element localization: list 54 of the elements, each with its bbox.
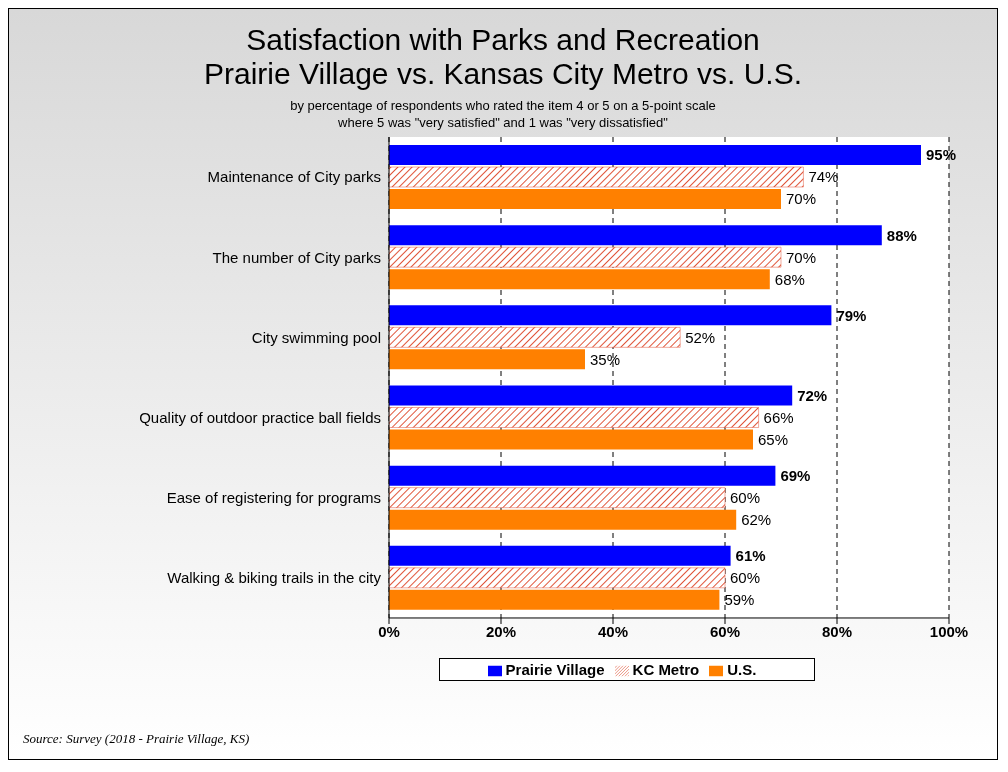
data-label: 61% <box>735 547 766 565</box>
data-label: 59% <box>724 591 755 609</box>
data-label: 62% <box>741 510 772 528</box>
data-label: 35% <box>590 350 621 368</box>
bar <box>389 349 585 370</box>
data-label: 65% <box>758 430 789 448</box>
bar <box>389 327 681 348</box>
bar <box>389 567 726 589</box>
x-tick-label: 60% <box>709 622 741 640</box>
y-tick-label: City swimming pool <box>251 328 381 346</box>
bar <box>389 407 759 428</box>
legend-label: Prairie Village <box>505 660 605 678</box>
source-note: Source: Survey (2018 - Prairie Village, KS) <box>23 731 250 747</box>
data-label: 52% <box>685 328 716 346</box>
bar <box>389 269 770 290</box>
y-tick-label: The number of City parks <box>212 248 381 266</box>
bar <box>389 166 804 188</box>
bar <box>389 487 726 508</box>
x-tick-label: 20% <box>485 622 517 640</box>
x-tick-label: 0% <box>378 622 400 640</box>
bar <box>389 465 776 486</box>
bar <box>389 385 793 406</box>
data-label: 72% <box>797 386 828 404</box>
legend-label: U.S. <box>727 660 757 678</box>
bar <box>389 225 882 246</box>
data-label: 95% <box>926 146 957 164</box>
legend-label: KC Metro <box>632 660 700 678</box>
bar <box>389 545 731 566</box>
data-label: 79% <box>836 306 867 324</box>
bar <box>389 589 720 610</box>
bar <box>389 246 782 268</box>
data-label: 69% <box>780 466 811 484</box>
y-tick-label: Quality of outdoor practice ball fields <box>139 408 381 426</box>
x-tick-label: 100% <box>929 622 969 640</box>
bar <box>389 145 921 166</box>
chart-subtitle: by percentage of respondents who rated the item 4 or 5 on a 5-point scale where 5 was "very satisfied" and 1 was "very dissatisfied" <box>289 97 717 131</box>
x-tick-label: 80% <box>821 622 853 640</box>
y-tick-label: Walking & biking trails in the city <box>167 569 382 587</box>
bar <box>389 189 781 210</box>
data-label: 66% <box>763 408 794 426</box>
bar <box>389 509 737 530</box>
data-label: 70% <box>786 190 817 208</box>
data-label: 60% <box>730 488 761 506</box>
data-label: 70% <box>786 248 817 266</box>
y-tick-label: Maintenance of City parks <box>207 168 381 186</box>
data-label: 74% <box>808 168 839 186</box>
data-label: 88% <box>886 226 917 244</box>
data-label: 60% <box>730 569 761 587</box>
bar <box>389 429 753 450</box>
data-label: 68% <box>774 270 805 288</box>
y-tick-label: Ease of registering for programs <box>166 489 381 507</box>
bar <box>389 305 832 326</box>
x-tick-label: 40% <box>597 622 629 640</box>
chart-title: Satisfaction with Parks and Recreation Prairie Village vs. Kansas City Metro vs. U.S. <box>203 22 803 91</box>
